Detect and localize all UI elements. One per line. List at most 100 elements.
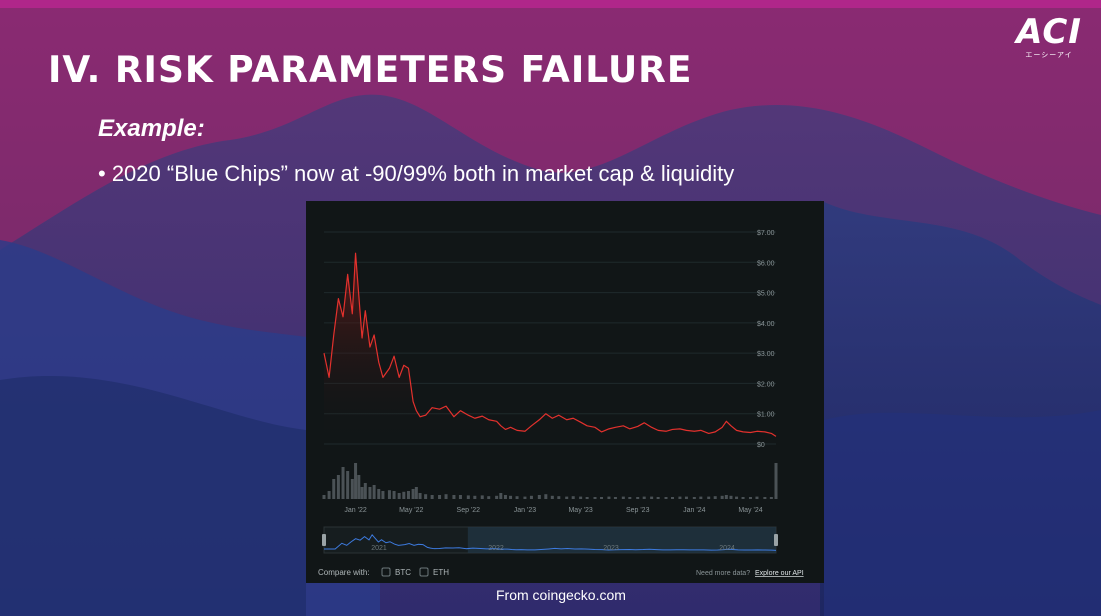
price-series (323, 252, 777, 437)
x-tick-label: Sep '22 (457, 507, 481, 514)
y-tick-label: $7.00 (757, 230, 775, 237)
compare-option-label[interactable]: BTC (395, 568, 411, 577)
volume-bar (529, 495, 533, 499)
volume-bar (357, 475, 361, 499)
volume-bar (523, 496, 527, 499)
volume-bar (411, 489, 415, 499)
chart-footer: Compare with: BTC ETH Need more data? Explor… (318, 567, 804, 577)
volume-bar (544, 494, 548, 499)
navigator-left-handle[interactable] (322, 534, 326, 546)
compare-option-label[interactable]: ETH (433, 568, 449, 577)
volume-bar (748, 497, 752, 499)
volume-bar (381, 491, 385, 499)
volume-bar (650, 496, 654, 499)
x-tick-label: Jan '24 (683, 507, 705, 514)
volume-bar (571, 496, 575, 499)
price-chart-panel: $7.00 $6.00 $5.00 $4.00 $3.00 $2.00 $1.00 $0 Ja… (306, 201, 824, 583)
volume-bar (692, 497, 696, 499)
volume-bars (322, 463, 778, 499)
explore-api-link[interactable]: Explore our API (755, 570, 804, 577)
navigator-window[interactable] (467, 527, 776, 553)
volume-bar (664, 497, 668, 499)
volume-bar (720, 495, 724, 499)
more-data-text: Need more data? (696, 570, 750, 577)
volume-bar (741, 497, 745, 499)
compare-checkbox-eth[interactable] (419, 567, 429, 577)
volume-bar (769, 497, 773, 499)
volume-bar (341, 467, 345, 499)
volume-bar (499, 493, 503, 499)
volume-bar (607, 496, 611, 499)
volume-bar (495, 495, 499, 499)
volume-bar (678, 496, 682, 499)
slide-title: IV. RISK PARAMETERS FAILURE (48, 49, 693, 92)
volume-bar (763, 497, 767, 499)
volume-bar (628, 497, 632, 499)
volume-bar (600, 497, 604, 499)
x-tick-label: Sep '23 (626, 507, 650, 514)
volume-bar (458, 495, 462, 499)
volume-bar (699, 496, 703, 499)
x-axis-labels: Jan '22 May '22 Sep '22 Jan '23 May '23 Sep '… (344, 507, 762, 514)
price-area (324, 253, 776, 444)
volume-bar (466, 495, 470, 499)
volume-bar (579, 496, 583, 499)
volume-bar (713, 496, 717, 499)
volume-bar (322, 495, 326, 499)
aci-logo: ACI エーシーアイ (1005, 12, 1093, 60)
volume-bar (642, 496, 646, 499)
y-tick-label: $3.00 (757, 351, 775, 358)
logo-subtext: エーシーアイ (1025, 52, 1073, 59)
price-chart: $7.00 $6.00 $5.00 $4.00 $3.00 $2.00 $1.00 $0 Ja… (318, 230, 804, 577)
volume-bar (613, 497, 617, 499)
volume-bar (360, 487, 364, 499)
volume-bar (438, 495, 442, 499)
volume-bar (735, 496, 739, 499)
volume-bar (406, 491, 410, 499)
volume-bar (350, 479, 354, 499)
volume-bar (346, 471, 350, 499)
volume-bar (332, 479, 336, 499)
x-tick-label: May '24 (738, 507, 762, 514)
bullet-point: • 2020 “Blue Chips” now at -90/99% both … (98, 161, 735, 186)
volume-bar (452, 495, 456, 499)
source-credit: From coingecko.com (496, 587, 626, 603)
volume-bar (593, 497, 597, 499)
compare-checkbox-btc[interactable] (381, 567, 391, 577)
price-line (323, 252, 777, 437)
volume-bar (671, 497, 675, 499)
navigator-tick-label: 2023 (603, 545, 619, 552)
range-navigator[interactable]: 2021 2022 2023 2024 (322, 526, 778, 554)
y-tick-label: $6.00 (757, 260, 775, 267)
volume-bar (707, 496, 711, 499)
volume-bar (424, 494, 428, 499)
volume-bar (503, 495, 507, 499)
volume-bar (473, 495, 477, 499)
navigator-tick-label: 2021 (371, 545, 387, 552)
y-tick-label: $2.00 (757, 381, 775, 388)
logo-text: ACI (1016, 12, 1082, 52)
volume-bar (724, 495, 728, 499)
y-tick-label: $4.00 (757, 321, 775, 328)
volume-bar (537, 495, 541, 499)
volume-bar (636, 497, 640, 499)
volume-bar (363, 483, 367, 499)
volume-bar (509, 495, 513, 499)
volume-bar (585, 497, 589, 499)
volume-bar (372, 485, 376, 499)
volume-bar (387, 490, 391, 499)
volume-bar (755, 496, 759, 499)
y-tick-label: $0 (757, 442, 765, 449)
navigator-right-handle[interactable] (774, 534, 778, 546)
x-tick-label: Jan '23 (514, 507, 536, 514)
navigator-tick-label: 2022 (488, 545, 504, 552)
volume-bar (480, 495, 484, 499)
navigator-line (324, 533, 777, 551)
x-tick-label: May '23 (568, 507, 592, 514)
volume-bar (377, 489, 381, 499)
volume-bar (368, 487, 372, 499)
navigator-tick-label: 2024 (719, 545, 735, 552)
volume-bar (397, 493, 401, 499)
y-axis-labels: $7.00 $6.00 $5.00 $4.00 $3.00 $2.00 $1.00 $0 (757, 230, 775, 449)
